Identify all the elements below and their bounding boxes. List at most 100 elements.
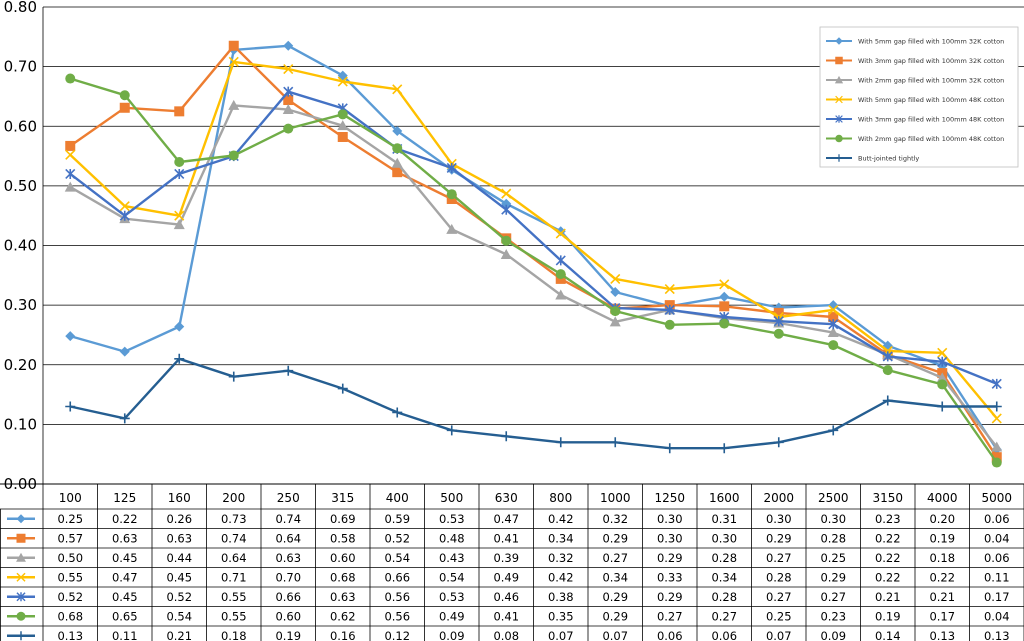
table-legend-key: [7, 552, 35, 562]
x-tick-label: 3150: [872, 491, 903, 505]
table-cell: 0.13: [929, 629, 955, 641]
table-cell: 0.64: [221, 551, 247, 565]
data-point: [828, 340, 839, 351]
data-point: [719, 443, 730, 454]
table-cell: 0.27: [711, 609, 737, 623]
data-point: [882, 351, 893, 362]
data-point: [446, 189, 457, 200]
table-cell: 0.06: [984, 551, 1010, 565]
table-cell: 0.07: [766, 629, 792, 641]
x-tick-label: 250: [277, 491, 300, 505]
y-axis: 0.000.100.200.300.400.500.600.700.80: [4, 0, 44, 493]
data-point: [664, 319, 675, 330]
table-cell: 0.52: [384, 531, 410, 545]
table-cell: 0.66: [275, 590, 301, 604]
data-point: [283, 63, 294, 75]
table-cell: 0.34: [711, 570, 737, 584]
table-cell: 0.34: [602, 570, 628, 584]
table-cell: 0.27: [602, 551, 628, 565]
table-cell: 0.49: [493, 570, 519, 584]
data-point: [828, 304, 839, 315]
table-cell: 0.28: [766, 570, 792, 584]
data-point: [555, 289, 567, 300]
data-point: [392, 407, 403, 418]
data-point: [65, 168, 76, 180]
table-cell: 0.18: [221, 629, 247, 641]
table-cell: 0.11: [112, 629, 138, 641]
table-cell: 0.28: [711, 590, 737, 604]
table-cell: 0.39: [493, 551, 519, 565]
legend-marker: [835, 115, 843, 123]
table-cell: 0.07: [548, 629, 574, 641]
x-tick-label: 1000: [600, 491, 631, 505]
table-cell: 0.62: [330, 609, 356, 623]
series-6: [65, 73, 1002, 468]
y-tick-label: 0.50: [4, 177, 37, 195]
data-point: [719, 279, 730, 290]
y-tick-label: 0.80: [4, 0, 37, 16]
x-tick-label: 100: [59, 491, 82, 505]
table-cell: 0.46: [493, 590, 519, 604]
table-cell: 0.35: [548, 609, 574, 623]
y-tick-label: 0.10: [4, 415, 37, 433]
table-cell: 0.31: [711, 512, 737, 526]
table-cell: 0.18: [929, 551, 955, 565]
table-cell: 0.19: [929, 531, 955, 545]
data-point: [228, 99, 240, 110]
table-legend-key: [7, 611, 35, 621]
table-cell: 0.52: [166, 590, 192, 604]
data-point: [610, 287, 621, 298]
data-point: [555, 228, 566, 239]
legend-marker: [16, 592, 26, 602]
data-point: [555, 255, 566, 266]
data-point: [174, 353, 185, 364]
table-cell: 0.17: [984, 590, 1010, 604]
table-cell: 0.25: [820, 551, 846, 565]
data-point: [828, 425, 839, 436]
data-point: [937, 347, 948, 358]
table-cell: 0.57: [57, 531, 83, 545]
table-cell: 0.32: [602, 512, 628, 526]
x-tick-label: 5000: [981, 491, 1012, 505]
table-cell: 0.63: [166, 531, 192, 545]
table-cell: 0.16: [330, 629, 356, 641]
table-cell: 0.29: [657, 551, 683, 565]
legend-label: With 2mm gap filled with 100mm 32K cotto…: [858, 77, 1004, 85]
x-tick-label: 2500: [818, 491, 849, 505]
table-cell: 0.56: [384, 609, 410, 623]
table-cell: 0.45: [112, 551, 138, 565]
data-point: [773, 328, 784, 339]
legend-label: With 3mm gap filled with 100mm 32K cotto…: [858, 57, 1004, 65]
data-point: [283, 40, 294, 51]
data-point: [392, 126, 403, 137]
data-point: [773, 307, 784, 318]
series-5: [65, 86, 1002, 389]
table-cell: 0.43: [439, 551, 465, 565]
series-line: [69, 90, 998, 385]
data-point: [337, 76, 348, 87]
table-cell: 0.22: [112, 512, 138, 526]
data-point: [65, 73, 76, 84]
data-point: [991, 441, 1003, 452]
table-cell: 0.13: [984, 629, 1010, 641]
table-cell: 0.55: [57, 570, 83, 584]
legend-entry: Butt-jointed tightly: [826, 154, 919, 163]
legend-entry: With 3mm gap filled with 100mm 48K cotto…: [826, 115, 1004, 124]
data-point: [282, 104, 294, 115]
table-cell: 0.74: [221, 531, 247, 545]
table-cell: 0.63: [330, 590, 356, 604]
data-point: [555, 437, 566, 448]
table-cell: 0.30: [711, 531, 737, 545]
data-point: [501, 204, 512, 215]
legend-label: With 5mm gap filled with 100mm 48K cotto…: [858, 96, 1004, 104]
y-tick-label: 0.70: [4, 58, 37, 76]
series-line: [69, 104, 998, 448]
data-point: [174, 321, 185, 332]
table-cell: 0.68: [330, 570, 356, 584]
table-cell: 0.23: [820, 609, 846, 623]
data-table: 100 125 160 200 250 315 400 500 630 800 1000 1250 16…: [0, 483, 1024, 641]
table-cell: 0.42: [548, 570, 574, 584]
legend-marker: [16, 631, 26, 641]
table-cell: 0.26: [166, 512, 192, 526]
